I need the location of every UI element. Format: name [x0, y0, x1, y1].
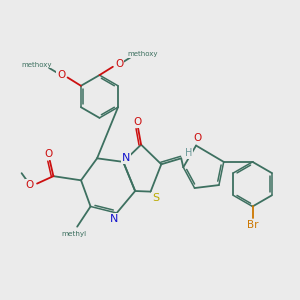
- Text: methoxy: methoxy: [127, 51, 158, 57]
- Text: O: O: [134, 117, 142, 127]
- Text: methoxy: methoxy: [21, 62, 52, 68]
- Text: O: O: [26, 180, 34, 190]
- Text: Br: Br: [248, 220, 259, 230]
- Text: N: N: [110, 214, 118, 224]
- Text: methyl: methyl: [61, 231, 87, 237]
- Text: N: N: [122, 153, 130, 163]
- Text: O: O: [115, 59, 124, 69]
- Text: O: O: [194, 134, 202, 143]
- Text: S: S: [152, 193, 159, 202]
- Text: H: H: [185, 148, 192, 158]
- Text: O: O: [44, 149, 53, 160]
- Text: O: O: [57, 70, 65, 80]
